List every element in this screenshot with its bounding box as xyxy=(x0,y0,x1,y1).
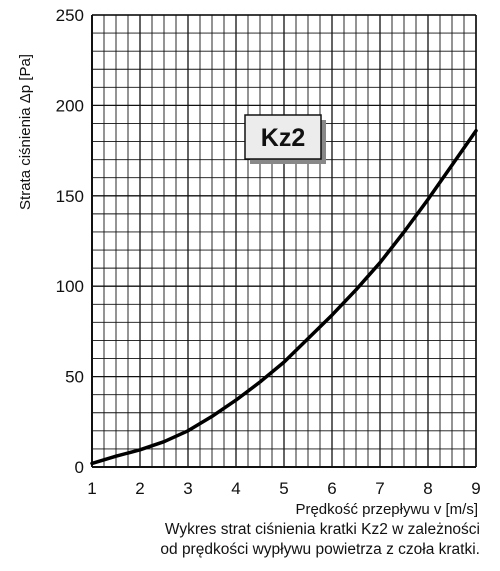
x-tick-label: 9 xyxy=(471,479,480,498)
kz2-badge: Kz2 xyxy=(244,114,326,164)
y-tick-label: 200 xyxy=(56,96,84,115)
x-tick-label: 3 xyxy=(183,479,192,498)
x-tick-label: 6 xyxy=(327,479,336,498)
caption-line-1: Wykres strat ciśnienia kratki Kz2 w zale… xyxy=(164,521,480,538)
caption-line-2: od prędkości wypływu powietrza z czoła k… xyxy=(160,541,480,558)
y-axis-title: Strata ciśnienia Δp [Pa] xyxy=(17,54,34,210)
chart-grid xyxy=(91,14,477,468)
x-axis-title: Prędkość przepływu v [m/s] xyxy=(295,501,478,518)
x-tick-label: 1 xyxy=(87,479,96,498)
y-tick-label: 50 xyxy=(65,368,84,387)
x-tick-label: 7 xyxy=(375,479,384,498)
x-tick-label: 2 xyxy=(135,479,144,498)
chart-caption: Wykres strat ciśnienia kratki Kz2 w zale… xyxy=(160,520,480,560)
y-tick-label: 0 xyxy=(75,458,84,477)
badge-label: Kz2 xyxy=(261,124,305,152)
x-tick-label: 5 xyxy=(279,479,288,498)
x-tick-label: 8 xyxy=(423,479,432,498)
y-tick-label: 250 xyxy=(56,6,84,25)
y-tick-label: 150 xyxy=(56,187,84,206)
y-tick-label: 100 xyxy=(56,277,84,296)
x-tick-label: 4 xyxy=(231,479,240,498)
tick-labels: 1 2 3 4 5 6 7 8 9 0 50 100 150 200 250 xyxy=(56,6,481,498)
series-line xyxy=(90,128,478,466)
